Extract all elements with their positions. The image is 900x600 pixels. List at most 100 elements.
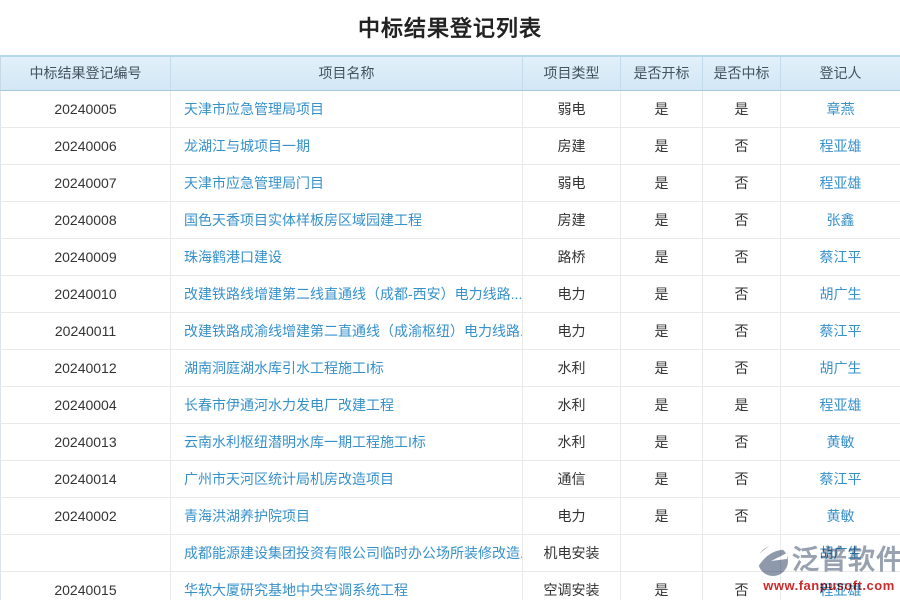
project-type-cell: 弱电: [522, 89, 621, 128]
bid-won-cell: 否: [702, 163, 781, 202]
bid-opened-cell: [620, 533, 703, 572]
registration-id-cell: 20240015: [0, 570, 171, 600]
project-name-link[interactable]: 长春市伊通河水力发电厂改建工程: [184, 396, 394, 413]
project-name-cell: 青海洪湖养护院项目: [170, 496, 523, 535]
project-name-link[interactable]: 改建铁路线增建第二线直通线（成都-西安）电力线路...: [184, 285, 523, 302]
bid-opened-cell: 是: [620, 385, 703, 424]
table-row: 20240015 华软大厦研究基地中央空调系统工程 空调安装 是 否 程亚雄: [0, 570, 900, 600]
table-body: 20240005 天津市应急管理局项目 弱电 是 是 章燕 20240006 龙…: [0, 89, 900, 600]
project-type-cell: 电力: [522, 311, 621, 350]
registrant-link[interactable]: 蔡江平: [819, 322, 862, 339]
project-type-cell: 房建: [522, 126, 621, 165]
project-name-link[interactable]: 湖南洞庭湖水库引水工程施工I标: [184, 359, 384, 376]
project-name-cell: 改建铁路成渝线增建第二直通线（成渝枢纽）电力线路...: [170, 311, 523, 350]
registrant-link[interactable]: 程亚雄: [819, 396, 862, 413]
bid-won-cell: 否: [702, 496, 781, 535]
page-title: 中标结果登记列表: [357, 16, 542, 41]
project-name-link[interactable]: 天津市应急管理局项目: [184, 100, 324, 117]
project-name-link[interactable]: 改建铁路成渝线增建第二直通线（成渝枢纽）电力线路...: [184, 322, 523, 339]
registrant-link[interactable]: 胡广生: [819, 359, 862, 376]
registrant-link[interactable]: 胡广生: [819, 285, 862, 302]
bid-won-cell: 否: [702, 274, 781, 313]
registration-id-cell: 20240004: [0, 385, 171, 424]
table-row: 20240005 天津市应急管理局项目 弱电 是 是 章燕: [0, 89, 900, 128]
registration-id-cell: 20240011: [0, 311, 171, 350]
bid-won-cell: [702, 533, 781, 572]
table-row: 20240012 湖南洞庭湖水库引水工程施工I标 水利 是 否 胡广生: [0, 348, 900, 387]
bid-opened-cell: 是: [620, 496, 703, 535]
bid-opened-cell: 是: [620, 311, 703, 350]
column-header-bid-opened: 是否开标: [620, 55, 703, 91]
table-row: 成都能源建设集团投资有限公司临时办公场所装修改造... 机电安装 胡广生: [0, 533, 900, 572]
table-row: 20240002 青海洪湖养护院项目 电力 是 否 黄敏: [0, 496, 900, 535]
project-name-link[interactable]: 广州市天河区统计局机房改造项目: [184, 470, 394, 487]
table-row: 20240010 改建铁路线增建第二线直通线（成都-西安）电力线路... 电力 …: [0, 274, 900, 313]
bid-opened-cell: 是: [620, 459, 703, 498]
project-type-cell: 空调安装: [522, 570, 621, 600]
project-name-link[interactable]: 龙湖江与城项目一期: [184, 137, 310, 154]
bid-won-cell: 否: [702, 237, 781, 276]
bid-won-cell: 否: [702, 200, 781, 239]
bid-won-cell: 否: [702, 311, 781, 350]
table-header: 中标结果登记编号 项目名称 项目类型 是否开标 是否中标 登记人: [0, 55, 900, 91]
project-name-cell: 珠海鹤港口建设: [170, 237, 523, 276]
bid-opened-cell: 是: [620, 126, 703, 165]
project-name-cell: 云南水利枢纽潜明水库一期工程施工I标: [170, 422, 523, 461]
project-name-cell: 长春市伊通河水力发电厂改建工程: [170, 385, 523, 424]
bid-opened-cell: 是: [620, 570, 703, 600]
registration-id-cell: 20240014: [0, 459, 171, 498]
project-name-link[interactable]: 青海洪湖养护院项目: [184, 507, 310, 524]
registrant-cell: 胡广生: [780, 348, 900, 387]
registrant-link[interactable]: 程亚雄: [819, 137, 862, 154]
registrant-cell: 程亚雄: [780, 126, 900, 165]
registrant-link[interactable]: 张鑫: [826, 211, 855, 228]
bid-opened-cell: 是: [620, 200, 703, 239]
registrant-cell: 胡广生: [780, 533, 900, 572]
bid-won-cell: 否: [702, 570, 781, 600]
table-row: 20240004 长春市伊通河水力发电厂改建工程 水利 是 是 程亚雄: [0, 385, 900, 424]
project-type-cell: 电力: [522, 274, 621, 313]
table-row: 20240014 广州市天河区统计局机房改造项目 通信 是 否 蔡江平: [0, 459, 900, 498]
column-header-registrant: 登记人: [780, 55, 900, 91]
bid-won-cell: 否: [702, 422, 781, 461]
bid-opened-cell: 是: [620, 274, 703, 313]
bid-won-cell: 否: [702, 126, 781, 165]
project-name-link[interactable]: 成都能源建设集团投资有限公司临时办公场所装修改造...: [184, 544, 523, 561]
project-name-cell: 天津市应急管理局门目: [170, 163, 523, 202]
project-name-link[interactable]: 华软大厦研究基地中央空调系统工程: [184, 581, 408, 598]
registrant-cell: 胡广生: [780, 274, 900, 313]
project-name-link[interactable]: 天津市应急管理局门目: [184, 174, 324, 191]
registrant-link[interactable]: 程亚雄: [819, 174, 862, 191]
column-header-bid-won: 是否中标: [702, 55, 781, 91]
bid-opened-cell: 是: [620, 163, 703, 202]
bid-won-cell: 否: [702, 348, 781, 387]
project-type-cell: 水利: [522, 348, 621, 387]
registrant-link[interactable]: 章燕: [826, 100, 855, 117]
registrant-cell: 黄敏: [780, 422, 900, 461]
project-name-cell: 改建铁路线增建第二线直通线（成都-西安）电力线路...: [170, 274, 523, 313]
registrant-link[interactable]: 黄敏: [826, 507, 855, 524]
bid-opened-cell: 是: [620, 89, 703, 128]
registrant-cell: 蔡江平: [780, 311, 900, 350]
registrant-cell: 黄敏: [780, 496, 900, 535]
registrant-link[interactable]: 黄敏: [826, 433, 855, 450]
project-type-cell: 弱电: [522, 163, 621, 202]
registrant-link[interactable]: 程亚雄: [819, 581, 862, 598]
table-row: 20240006 龙湖江与城项目一期 房建 是 否 程亚雄: [0, 126, 900, 165]
bid-won-cell: 否: [702, 459, 781, 498]
registrant-link[interactable]: 胡广生: [819, 544, 862, 561]
table-row: 20240011 改建铁路成渝线增建第二直通线（成渝枢纽）电力线路... 电力 …: [0, 311, 900, 350]
project-type-cell: 通信: [522, 459, 621, 498]
registrant-link[interactable]: 蔡江平: [819, 248, 862, 265]
project-name-link[interactable]: 云南水利枢纽潜明水库一期工程施工I标: [184, 433, 426, 450]
project-type-cell: 路桥: [522, 237, 621, 276]
project-name-cell: 湖南洞庭湖水库引水工程施工I标: [170, 348, 523, 387]
project-name-cell: 广州市天河区统计局机房改造项目: [170, 459, 523, 498]
bid-won-cell: 是: [702, 385, 781, 424]
column-header-registration-id: 中标结果登记编号: [0, 55, 171, 91]
project-name-link[interactable]: 国色天香项目实体样板房区域园建工程: [184, 211, 422, 228]
project-name-link[interactable]: 珠海鹤港口建设: [184, 248, 282, 265]
registration-id-cell: 20240009: [0, 237, 171, 276]
registrant-link[interactable]: 蔡江平: [819, 470, 862, 487]
registration-id-cell: 20240013: [0, 422, 171, 461]
